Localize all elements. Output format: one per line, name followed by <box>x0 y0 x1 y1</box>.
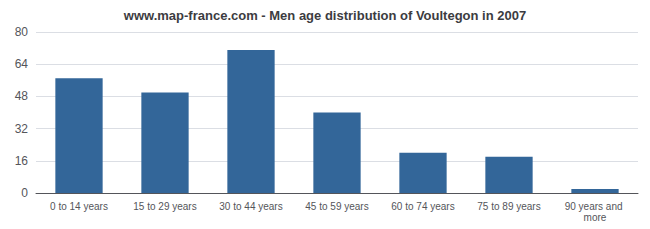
svg-text:48: 48 <box>15 89 29 103</box>
svg-text:75 to 89 years: 75 to 89 years <box>477 201 540 212</box>
svg-text:60 to 74 years: 60 to 74 years <box>391 201 454 212</box>
svg-text:16: 16 <box>15 154 29 168</box>
svg-text:more: more <box>584 212 607 223</box>
svg-text:0 to 14 years: 0 to 14 years <box>50 201 108 212</box>
svg-text:64: 64 <box>15 57 29 71</box>
svg-text:32: 32 <box>15 122 29 136</box>
svg-text:0: 0 <box>21 186 28 200</box>
svg-text:45 to 59 years: 45 to 59 years <box>305 201 368 212</box>
svg-text:www.map-france.com - Men age d: www.map-france.com - Men age distributio… <box>123 8 526 23</box>
svg-text:15 to 29 years: 15 to 29 years <box>133 201 196 212</box>
svg-text:80: 80 <box>15 25 29 39</box>
svg-text:90 years and: 90 years and <box>565 201 626 212</box>
svg-text:30 to 44 years: 30 to 44 years <box>219 201 282 212</box>
